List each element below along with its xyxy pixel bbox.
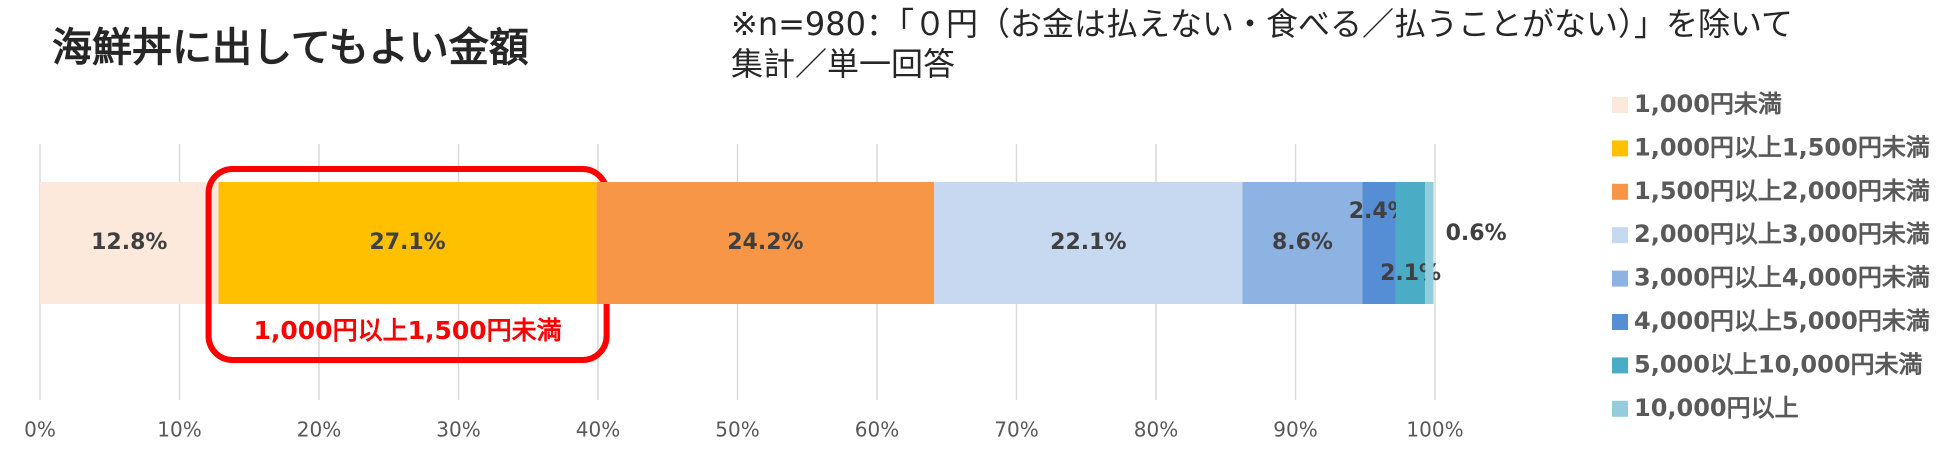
legend-label: 1,500円以上2,000円未満 [1634,177,1930,205]
legend-label: 1,000円以上1,500円未満 [1634,133,1930,161]
legend-label: 2,000円以上3,000円未満 [1634,220,1930,248]
bar-segment [596,182,935,304]
x-tick-label: 90% [1273,418,1317,442]
legend-label: 3,000円以上4,000円未満 [1634,264,1930,292]
x-tick-label: 20% [297,418,341,442]
legend-swatch [1612,97,1628,113]
bar-segment [1242,182,1363,304]
legend-swatch [1612,140,1628,157]
bar-segment [40,182,219,304]
bar-segment [1395,182,1426,304]
data-label: 0.6% [1446,221,1507,246]
x-tick-label: 10% [157,418,201,442]
data-label: 27.1% [369,230,445,255]
legend-swatch [1612,400,1628,417]
annotation: 1,000円以上1,500円未満 [254,316,562,345]
legend-label: 1,000円未満 [1634,90,1782,118]
x-tick-label: 70% [994,418,1038,442]
data-label: 22.1% [1050,230,1126,255]
chart-title: 海鮮丼に出してもよい金額 [52,25,529,71]
legend-swatch [1612,270,1628,287]
bar-segment [1425,182,1434,304]
subtitle: 集計／単一回答 [731,45,955,83]
x-tick-label: 40% [576,418,620,442]
bar-segment [1362,182,1396,304]
data-label: 8.6% [1272,230,1333,255]
legend-swatch [1612,227,1628,244]
legend-swatch [1612,357,1628,374]
x-tick-label: 0% [24,418,56,442]
x-tick-label: 60% [855,418,899,442]
x-tick-label: 50% [715,418,759,442]
x-tick-label: 100% [1406,418,1463,442]
legend-label: 4,000円以上5,000円未満 [1634,307,1930,335]
legend-swatch [1612,183,1628,200]
legend-label: 10,000円以上 [1634,394,1799,422]
subtitle: ※n=980：「０円（お金は払えない・食べる／払うことがない）」を除いて [731,5,1793,43]
data-label: 24.2% [727,230,803,255]
legend-swatch [1612,314,1628,330]
x-tick-label: 30% [436,418,480,442]
bar-segment [934,182,1243,304]
legend-label: 5,000以上10,000円未満 [1634,350,1923,378]
data-label: 12.8% [91,230,167,255]
bar-segment [218,182,597,304]
x-tick-label: 80% [1134,418,1178,442]
